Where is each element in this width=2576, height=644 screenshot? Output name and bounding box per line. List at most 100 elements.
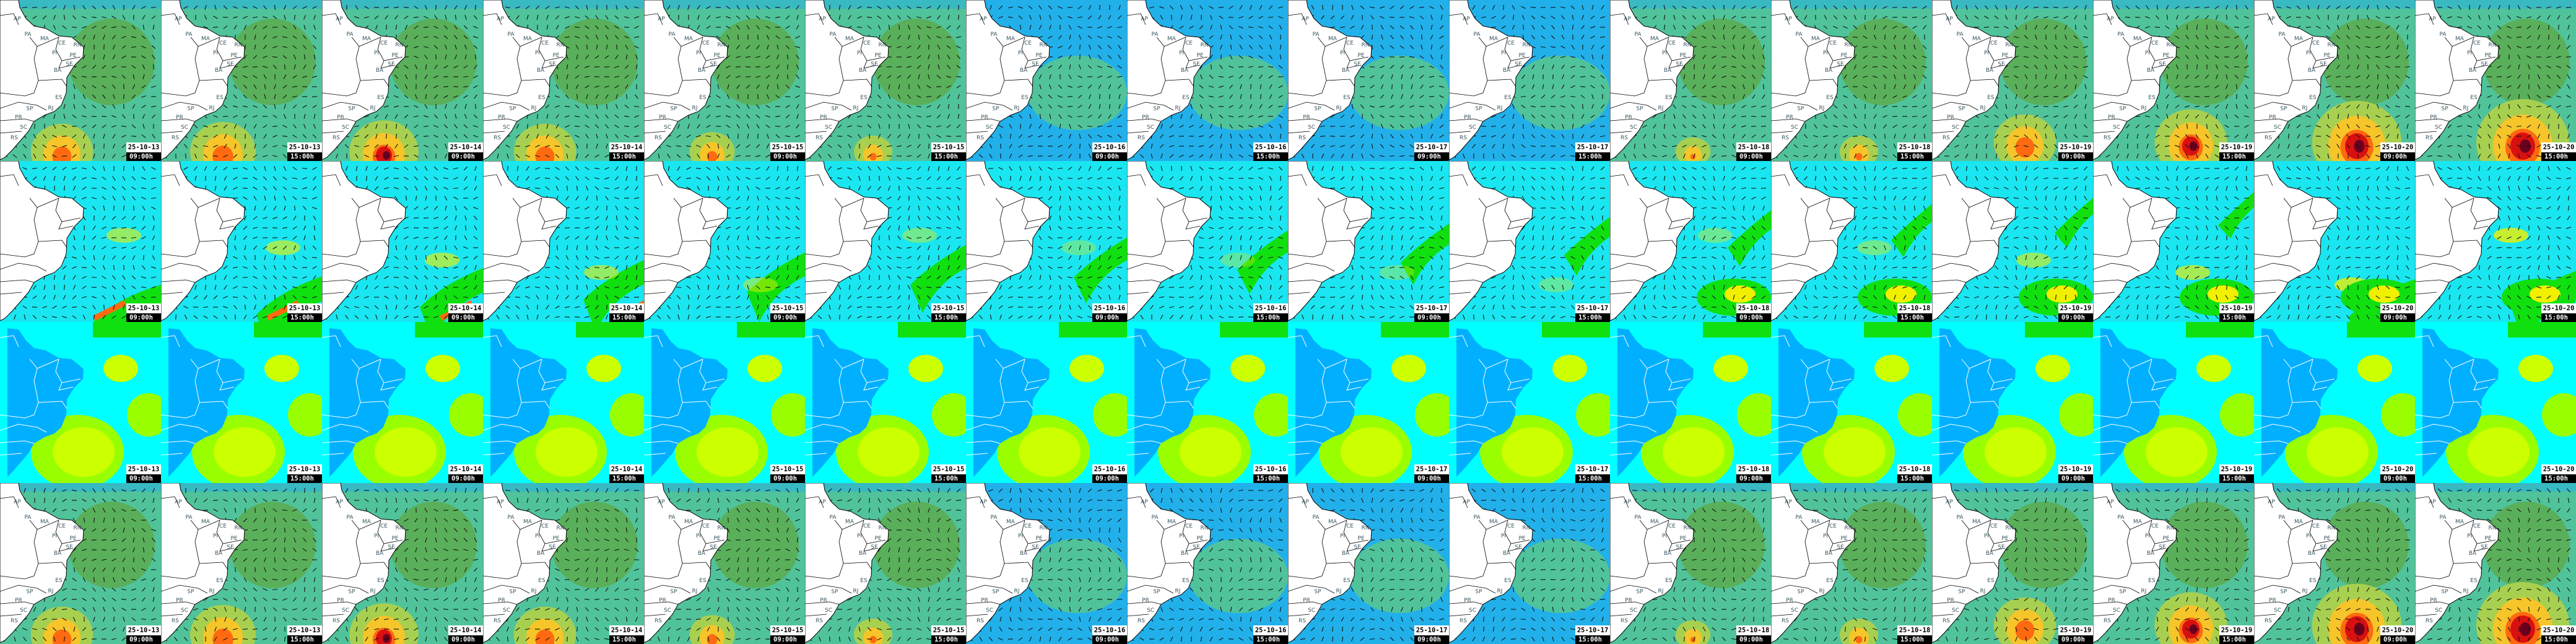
wind-arrow (2346, 45, 2350, 50)
forecast-map (322, 161, 483, 322)
wind-arrow (2536, 114, 2541, 119)
wind-arrow (1541, 115, 1546, 118)
wind-arrow (926, 125, 931, 128)
wind-arrow (253, 75, 258, 79)
wind-arrow (1731, 124, 1736, 129)
wind-arrow (2295, 155, 2302, 157)
wind-arrow (1048, 84, 1052, 89)
wind-arrow (2406, 54, 2409, 59)
wind-arrow (1492, 144, 1495, 149)
wind-arrow (857, 6, 862, 9)
wind-arrow (2033, 105, 2039, 108)
wind-arrow (896, 155, 902, 157)
wind-arrow (946, 64, 951, 69)
wind-arrow (283, 305, 287, 310)
wind-arrow (1692, 25, 1697, 30)
state-label: ES (1504, 95, 1512, 101)
wind-arrow (757, 34, 759, 40)
wind-arrow (785, 45, 790, 50)
wind-arrow (184, 315, 188, 320)
wind-arrow (2356, 35, 2361, 39)
wind-arrow (1390, 124, 1395, 129)
wind-arrow (594, 154, 599, 158)
wind-arrow (1560, 95, 1565, 98)
wind-arrow (1823, 124, 1828, 128)
wind-arrow (606, 44, 608, 50)
wind-arrow (1512, 113, 1515, 120)
wind-arrow (103, 143, 105, 149)
wind-arrow (72, 315, 77, 319)
wind-arrow (2336, 45, 2340, 50)
frame-time: 15:00h (609, 152, 644, 161)
wind-arrow (1209, 134, 1214, 138)
wind-arrow (1430, 44, 1433, 50)
wind-arrow (2043, 154, 2048, 159)
wind-arrow (1390, 94, 1394, 99)
wind-arrow (312, 134, 317, 139)
wind-arrow (1329, 26, 1336, 28)
state-label: SP (992, 106, 999, 112)
wind-arrow (2185, 114, 2189, 119)
wind-arrow (102, 186, 107, 190)
wind-arrow (2155, 114, 2160, 119)
wind-arrow (1362, 14, 1363, 20)
state-label: PE (2323, 53, 2330, 59)
wind-arrow (765, 55, 770, 59)
wind-arrow (1721, 45, 1726, 49)
wind-arrow (1902, 95, 1907, 98)
wind-arrow (1521, 15, 1525, 20)
wind-arrow (2305, 125, 2312, 128)
wind-arrow (142, 114, 146, 119)
wind-arrow (1248, 55, 1253, 59)
wind-arrow (445, 104, 447, 109)
wind-arrow (2335, 76, 2341, 78)
wind-arrow (726, 25, 731, 29)
forecast-frame: AP PA MA CE RN PI PE SE BA ES SP RJ PR SC RS 25-10-17 … (1449, 0, 1610, 161)
state-label: BA (698, 67, 706, 74)
wind-arrow (1390, 134, 1394, 139)
wind-arrow (2065, 123, 2067, 129)
wind-arrow (887, 35, 891, 40)
wind-arrow (1633, 154, 1637, 159)
wind-arrow (2507, 25, 2512, 29)
wind-arrow (264, 94, 266, 100)
wind-arrow (282, 124, 287, 128)
wind-arrow (131, 246, 136, 250)
wind-arrow (1209, 124, 1213, 129)
state-label: MA (2294, 36, 2304, 42)
state-label: PI (1984, 50, 1989, 56)
wind-arrow (141, 35, 146, 40)
wind-arrow (2195, 45, 2200, 50)
wind-arrow (614, 25, 619, 29)
wind-arrow (1268, 54, 1273, 59)
wind-arrow (1762, 74, 1765, 79)
state-label: PR (1947, 115, 1954, 121)
wind-arrow (425, 64, 427, 70)
wind-arrow (2516, 125, 2522, 128)
wind-arrow (194, 285, 197, 290)
wind-arrow (1552, 64, 1554, 69)
wind-arrow (1048, 35, 1053, 39)
wind-arrow (2074, 114, 2078, 119)
wind-arrow (414, 154, 419, 158)
wind-arrow (1492, 153, 1495, 159)
wind-arrow (111, 15, 116, 19)
wind-arrow (1721, 144, 1726, 148)
wind-arrow (2396, 84, 2400, 89)
wind-arrow (937, 45, 941, 50)
wind-arrow (443, 134, 448, 139)
wind-arrow (1752, 94, 1756, 99)
wind-arrow (2145, 124, 2150, 128)
state-label: RN (2328, 42, 2336, 48)
wind-arrow (2054, 64, 2058, 69)
wind-arrow (2357, 113, 2359, 120)
wind-arrow (1512, 5, 1515, 10)
wind-arrow (2546, 56, 2552, 58)
wind-arrow (1389, 17, 1395, 18)
forecast-frame: AP PA MA CE RN PI PE SE BA ES SP RJ PR SC RS 25-10-16 … (966, 0, 1127, 161)
wind-arrow (1038, 135, 1043, 137)
wind-arrow (566, 54, 568, 59)
state-label: RS (333, 135, 340, 141)
wind-arrow (2547, 114, 2551, 119)
wind-arrow (2336, 6, 2341, 9)
